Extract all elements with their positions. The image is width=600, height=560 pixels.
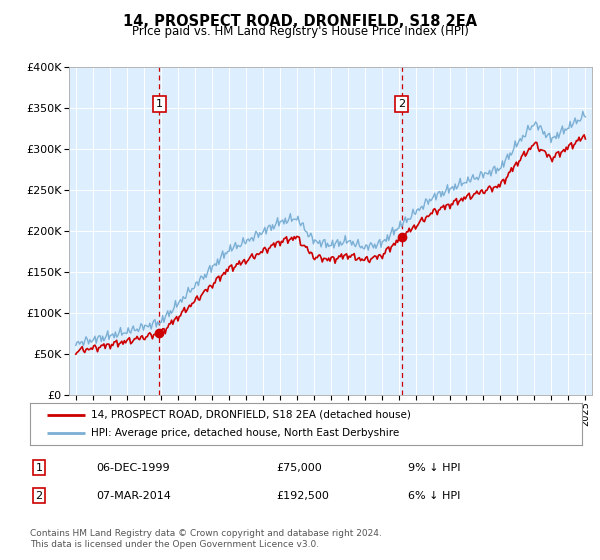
Text: 2: 2 — [398, 99, 405, 109]
Text: 6% ↓ HPI: 6% ↓ HPI — [408, 491, 460, 501]
Text: 1: 1 — [35, 463, 43, 473]
Text: £75,000: £75,000 — [276, 463, 322, 473]
Text: 9% ↓ HPI: 9% ↓ HPI — [408, 463, 461, 473]
Text: Contains HM Land Registry data © Crown copyright and database right 2024.
This d: Contains HM Land Registry data © Crown c… — [30, 529, 382, 549]
Text: £192,500: £192,500 — [276, 491, 329, 501]
Text: 2: 2 — [35, 491, 43, 501]
Text: 14, PROSPECT ROAD, DRONFIELD, S18 2EA (detached house): 14, PROSPECT ROAD, DRONFIELD, S18 2EA (d… — [91, 410, 410, 420]
Text: 1: 1 — [156, 99, 163, 109]
Text: 14, PROSPECT ROAD, DRONFIELD, S18 2EA: 14, PROSPECT ROAD, DRONFIELD, S18 2EA — [123, 14, 477, 29]
Text: 07-MAR-2014: 07-MAR-2014 — [96, 491, 171, 501]
Text: HPI: Average price, detached house, North East Derbyshire: HPI: Average price, detached house, Nort… — [91, 428, 399, 438]
Text: Price paid vs. HM Land Registry's House Price Index (HPI): Price paid vs. HM Land Registry's House … — [131, 25, 469, 38]
Text: 06-DEC-1999: 06-DEC-1999 — [96, 463, 170, 473]
